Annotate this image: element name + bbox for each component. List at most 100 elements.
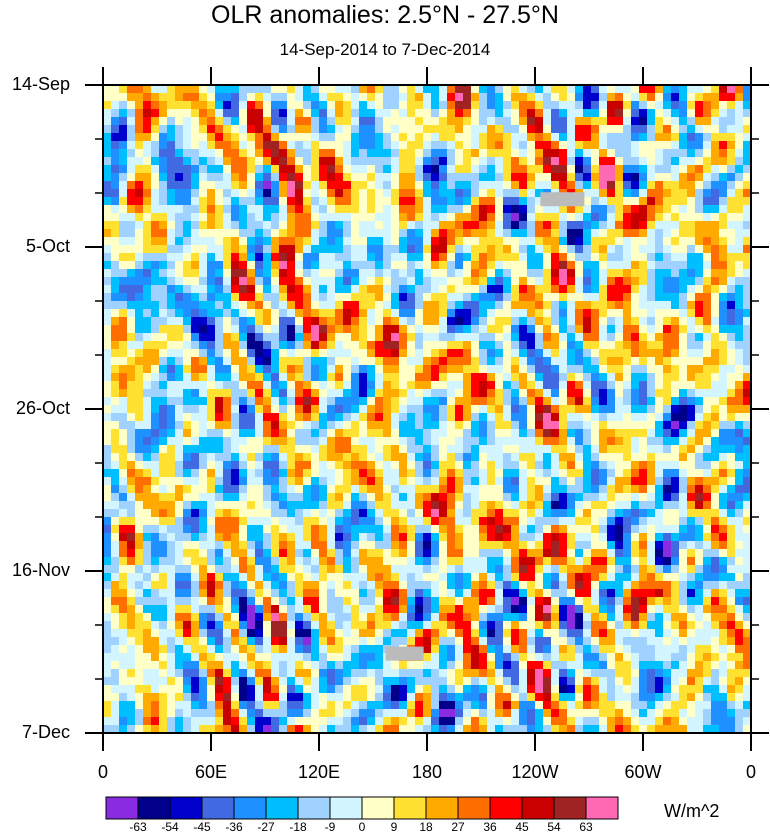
field-cell bbox=[415, 149, 424, 158]
field-cell bbox=[247, 509, 256, 518]
field-cell bbox=[159, 213, 168, 222]
field-cell bbox=[367, 85, 376, 94]
field-cell bbox=[311, 525, 320, 534]
field-cell bbox=[663, 501, 672, 510]
field-cell bbox=[175, 493, 184, 502]
field-cell bbox=[623, 525, 632, 534]
field-cell bbox=[423, 445, 432, 454]
field-cell bbox=[119, 565, 128, 574]
field-cell bbox=[583, 93, 592, 102]
field-cell bbox=[303, 333, 312, 342]
field-cell bbox=[247, 261, 256, 270]
field-cell bbox=[495, 237, 504, 246]
field-cell bbox=[111, 101, 120, 110]
field-cell bbox=[471, 213, 480, 222]
field-cell bbox=[615, 261, 624, 270]
field-cell bbox=[215, 261, 224, 270]
field-cell bbox=[679, 149, 688, 158]
field-cell bbox=[255, 301, 264, 310]
field-cell bbox=[359, 509, 368, 518]
field-cell bbox=[207, 397, 216, 406]
field-cell bbox=[287, 261, 296, 270]
field-cell bbox=[447, 293, 456, 302]
field-cell bbox=[151, 453, 160, 462]
field-cell bbox=[391, 429, 400, 438]
field-cell bbox=[231, 541, 240, 550]
field-cell bbox=[327, 165, 336, 174]
field-cell bbox=[231, 293, 240, 302]
field-cell bbox=[287, 357, 296, 366]
field-cell bbox=[183, 205, 192, 214]
field-cell bbox=[711, 365, 720, 374]
field-cell bbox=[479, 421, 488, 430]
field-cell bbox=[167, 149, 176, 158]
field-cell bbox=[415, 333, 424, 342]
field-cell bbox=[239, 141, 248, 150]
field-cell bbox=[175, 229, 184, 238]
field-cell bbox=[679, 229, 688, 238]
field-cell bbox=[239, 157, 248, 166]
field-cell bbox=[623, 109, 632, 118]
field-cell bbox=[487, 197, 496, 206]
field-cell bbox=[239, 213, 248, 222]
field-cell bbox=[439, 549, 448, 558]
field-cell bbox=[743, 381, 751, 390]
field-cell bbox=[215, 317, 224, 326]
field-cell bbox=[527, 301, 536, 310]
field-cell bbox=[519, 237, 528, 246]
field-cell bbox=[223, 245, 232, 254]
field-cell bbox=[247, 453, 256, 462]
field-cell bbox=[615, 301, 624, 310]
field-cell bbox=[271, 197, 280, 206]
field-cell bbox=[631, 117, 640, 126]
field-cell bbox=[375, 549, 384, 558]
field-cell bbox=[359, 405, 368, 414]
field-cell bbox=[599, 213, 608, 222]
field-cell bbox=[671, 221, 680, 230]
field-cell bbox=[303, 221, 312, 230]
field-cell bbox=[127, 557, 136, 566]
field-cell bbox=[495, 317, 504, 326]
field-cell bbox=[583, 533, 592, 542]
field-cell bbox=[607, 333, 616, 342]
field-cell bbox=[471, 325, 480, 334]
field-cell bbox=[311, 349, 320, 358]
field-cell bbox=[399, 101, 408, 110]
field-cell bbox=[463, 573, 472, 582]
field-cell bbox=[207, 261, 216, 270]
field-cell bbox=[207, 141, 216, 150]
field-cell bbox=[583, 365, 592, 374]
field-cell bbox=[735, 325, 744, 334]
field-cell bbox=[719, 101, 728, 110]
field-cell bbox=[239, 397, 248, 406]
field-cell bbox=[127, 509, 136, 518]
field-cell bbox=[423, 189, 432, 198]
field-cell bbox=[319, 317, 328, 326]
field-cell bbox=[711, 157, 720, 166]
field-cell bbox=[111, 429, 120, 438]
field-cell bbox=[487, 285, 496, 294]
field-cell bbox=[215, 405, 224, 414]
field-cell bbox=[535, 477, 544, 486]
field-cell bbox=[295, 541, 304, 550]
field-cell bbox=[455, 413, 464, 422]
field-cell bbox=[679, 397, 688, 406]
field-cell bbox=[543, 141, 552, 150]
field-cell bbox=[543, 221, 552, 230]
field-cell bbox=[743, 357, 751, 366]
field-cell bbox=[175, 157, 184, 166]
field-cell bbox=[303, 493, 312, 502]
field-cell bbox=[463, 133, 472, 142]
field-cell bbox=[279, 397, 288, 406]
field-cell bbox=[703, 557, 712, 566]
field-cell bbox=[447, 373, 456, 382]
field-cell bbox=[735, 245, 744, 254]
field-cell bbox=[599, 325, 608, 334]
field-cell bbox=[511, 165, 520, 174]
field-cell bbox=[567, 397, 576, 406]
field-cell bbox=[319, 165, 328, 174]
field-cell bbox=[167, 333, 176, 342]
field-cell bbox=[207, 405, 216, 414]
field-cell bbox=[231, 285, 240, 294]
field-cell bbox=[223, 237, 232, 246]
